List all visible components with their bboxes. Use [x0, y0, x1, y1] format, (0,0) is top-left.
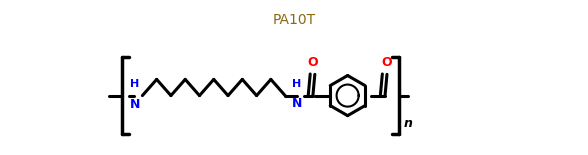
Text: N: N — [129, 97, 140, 111]
Text: n: n — [403, 117, 412, 130]
Text: PA10T: PA10T — [272, 13, 316, 27]
Text: H: H — [130, 79, 139, 89]
Text: N: N — [292, 97, 302, 110]
Text: H: H — [292, 79, 302, 89]
Text: O: O — [382, 56, 392, 69]
Text: O: O — [308, 56, 318, 69]
